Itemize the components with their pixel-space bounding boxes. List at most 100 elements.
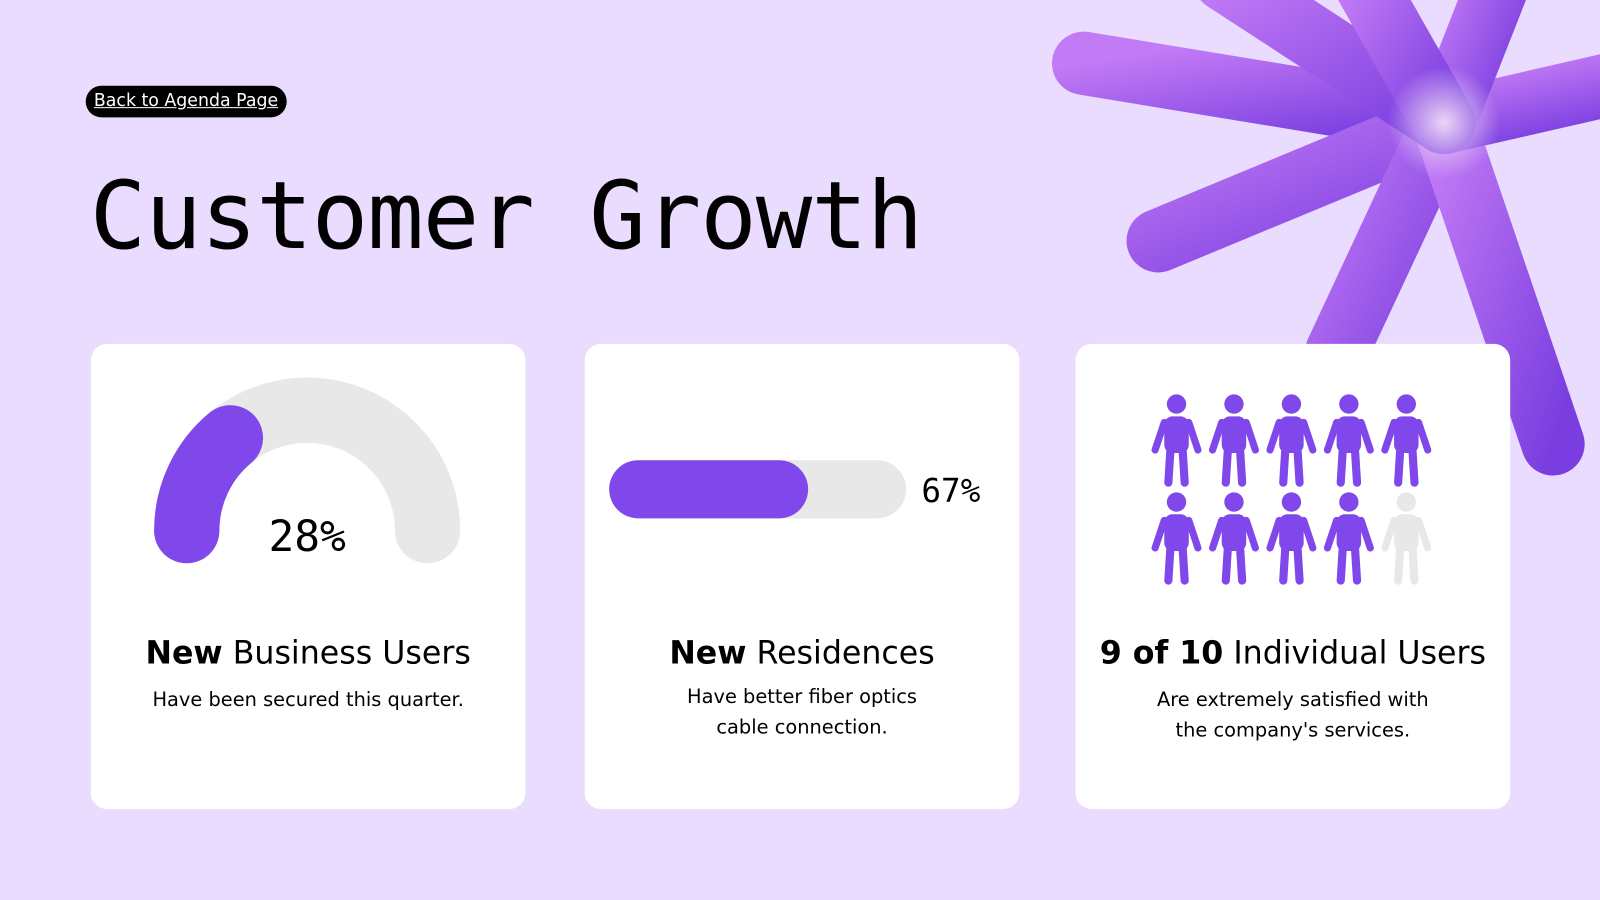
person-leg xyxy=(1336,445,1347,487)
star-center xyxy=(1387,66,1500,179)
heading-rest: Individual Users xyxy=(1233,634,1487,672)
person-arm xyxy=(1381,516,1398,552)
card: 28% New Business Users Have been secured… xyxy=(90,343,526,810)
person-body xyxy=(1336,416,1362,454)
person-arm xyxy=(1266,516,1283,552)
gauge-fill xyxy=(154,377,461,564)
person-icon xyxy=(1323,492,1374,585)
person-icon xyxy=(1208,394,1259,487)
person-body xyxy=(1279,514,1304,552)
person-leg xyxy=(1178,445,1189,487)
person-arm xyxy=(1266,418,1283,454)
heading-rest: Residences xyxy=(756,634,935,672)
person-head xyxy=(1396,394,1417,414)
bar-fill xyxy=(609,460,809,519)
page-title: Customer Growth xyxy=(89,161,924,271)
person-arm xyxy=(1323,418,1341,454)
person-body xyxy=(1336,514,1362,552)
heading-bold: New xyxy=(145,634,223,672)
person-body xyxy=(1221,514,1247,552)
person-leg xyxy=(1164,543,1175,585)
person-leg xyxy=(1164,445,1175,487)
person-leg xyxy=(1279,543,1290,585)
person-head xyxy=(1166,394,1187,414)
description-line: Have been secured this quarter. xyxy=(152,688,464,712)
progress: 67% xyxy=(609,460,981,519)
person-leg xyxy=(1336,543,1347,585)
card-heading: New Residences xyxy=(585,635,1020,672)
person-head xyxy=(1224,492,1244,512)
person-leg xyxy=(1350,445,1362,487)
person-leg xyxy=(1221,543,1232,585)
person-leg xyxy=(1394,445,1405,487)
person-icon xyxy=(1151,394,1202,487)
person-head xyxy=(1396,492,1417,512)
card-description: Have been secured this quarter. xyxy=(91,685,526,716)
person-arm xyxy=(1414,516,1432,552)
person-arm xyxy=(1381,418,1398,454)
description-line: cable connection. xyxy=(716,716,888,739)
card-description: Have better fiber optics cable connection… xyxy=(585,682,1020,743)
person-head xyxy=(1166,492,1187,512)
person-arm xyxy=(1151,516,1168,552)
person-icon xyxy=(1381,394,1432,487)
person-arm xyxy=(1151,418,1168,454)
person-body xyxy=(1221,416,1247,454)
person-arm xyxy=(1185,516,1202,552)
person-icon xyxy=(1266,492,1317,585)
person-body xyxy=(1164,514,1189,552)
person-arm xyxy=(1208,418,1226,454)
person-icon xyxy=(1208,492,1259,585)
person-leg xyxy=(1350,543,1362,585)
person-arm xyxy=(1300,418,1317,454)
pictogram xyxy=(1151,394,1432,585)
person-head xyxy=(1224,394,1244,414)
heading-bold: New xyxy=(669,634,747,672)
person-body xyxy=(1394,514,1419,552)
person-leg xyxy=(1293,543,1304,585)
person-head xyxy=(1281,492,1302,512)
description-line: Are extremely satisfied with xyxy=(1156,688,1429,712)
person-icon xyxy=(1151,492,1202,585)
person-arm xyxy=(1414,418,1432,454)
back-link[interactable]: Back to Agenda Page xyxy=(85,85,287,118)
person-leg xyxy=(1408,543,1419,585)
person-head xyxy=(1281,394,1302,414)
person-leg xyxy=(1221,445,1232,487)
person-icon xyxy=(1266,394,1317,487)
person-leg xyxy=(1408,445,1419,487)
person-arm xyxy=(1300,516,1317,552)
person-icon xyxy=(1381,492,1432,585)
heading-bold: 9 of 10 xyxy=(1099,634,1224,672)
description-line: the company's services. xyxy=(1175,719,1411,742)
person-leg xyxy=(1236,445,1247,487)
description-line: Have better fiber optics xyxy=(687,685,918,709)
person-arm xyxy=(1323,516,1341,552)
person-arm xyxy=(1357,418,1374,454)
person-leg xyxy=(1279,445,1290,487)
person-head xyxy=(1339,492,1359,512)
gauge: 28% xyxy=(154,377,461,564)
person-arm xyxy=(1242,418,1259,454)
person-head xyxy=(1339,394,1359,414)
card-heading: 9 of 10 Individual Users xyxy=(1076,635,1511,672)
person-arm xyxy=(1185,418,1202,454)
person-icon xyxy=(1323,394,1374,487)
person-leg xyxy=(1293,445,1304,487)
value-label: 28% xyxy=(268,512,346,562)
heading-rest: Business Users xyxy=(232,634,471,672)
person-body xyxy=(1394,416,1419,454)
card-description: Are extremely satisfied with the company'… xyxy=(1076,685,1511,746)
card: 9 of 10 Individual Users Are extremely s… xyxy=(1075,343,1511,810)
card-heading: New Business Users xyxy=(91,635,526,672)
person-leg xyxy=(1178,543,1189,585)
person-body xyxy=(1164,416,1189,454)
person-arm xyxy=(1357,516,1374,552)
person-leg xyxy=(1394,543,1405,585)
person-body xyxy=(1279,416,1304,454)
card: 67% New Residences Have better fiber opt… xyxy=(584,343,1020,810)
person-leg xyxy=(1236,543,1247,585)
person-arm xyxy=(1208,516,1226,552)
